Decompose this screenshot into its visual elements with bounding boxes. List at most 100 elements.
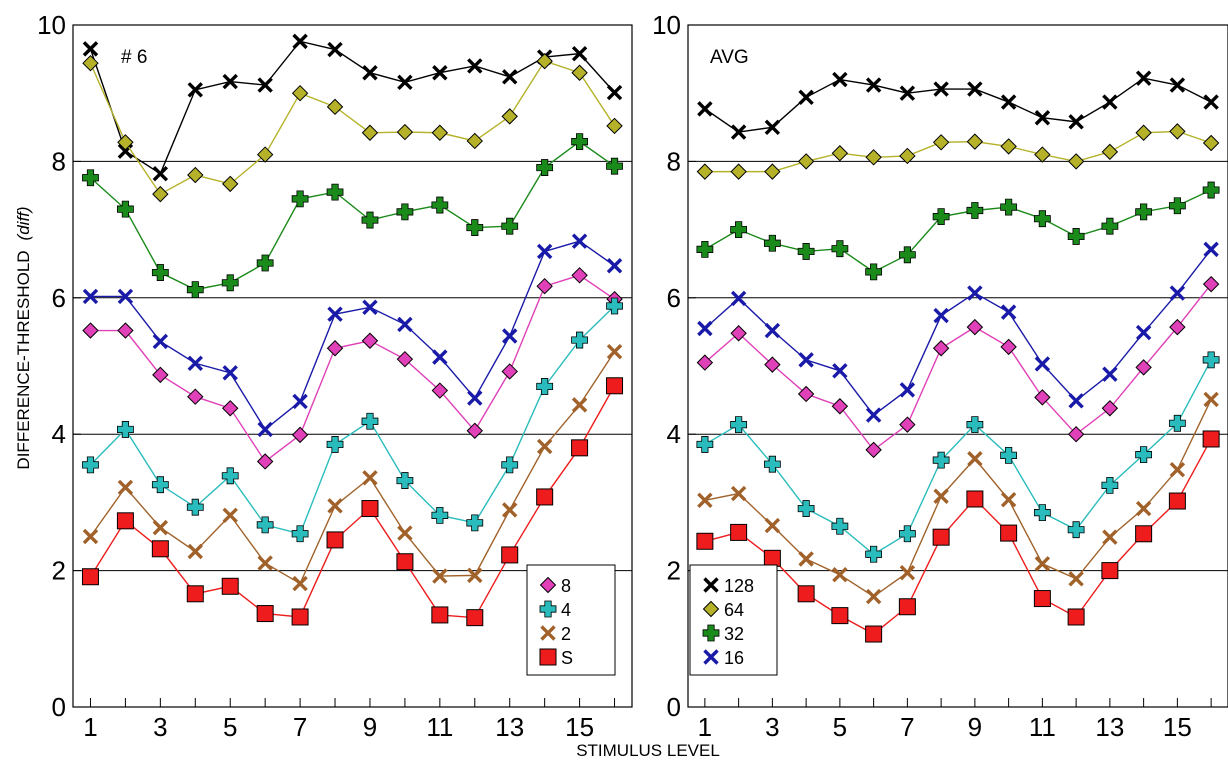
x-marker [363,301,376,314]
plus-marker [697,241,713,257]
x-marker [573,398,586,411]
data-point [1034,211,1050,227]
plus-marker [257,517,273,533]
x-tick-label: 1 [83,712,97,742]
x-marker [1137,72,1150,85]
diamond-marker [967,134,982,149]
plus-marker [1136,204,1152,220]
data-point [362,333,377,348]
data-point [1002,306,1015,319]
square-marker [731,524,747,540]
plus-marker [362,413,378,429]
series-32 [697,182,1219,280]
data-point [1205,96,1218,109]
data-point [152,541,168,557]
data-point [84,42,97,55]
data-point [292,191,308,207]
data-point [222,275,238,291]
data-point [363,66,376,79]
series-line [90,41,614,173]
diamond-marker [397,125,412,140]
data-point [798,586,814,602]
data-point [607,158,623,174]
legend-label: 128 [724,576,754,596]
y-tick-label: 8 [667,146,681,176]
data-point [1137,502,1150,515]
x-marker [608,86,621,99]
data-point [1070,572,1083,585]
data-point [1171,79,1184,92]
data-point [1002,493,1015,506]
x-marker [503,70,516,83]
x-marker [867,590,880,603]
legend-label: 8 [561,576,571,596]
plus-marker [1203,352,1219,368]
data-point [1169,198,1185,214]
data-point [1102,218,1118,234]
series-16 [698,243,1217,422]
x-marker [935,490,948,503]
x-marker [468,392,481,405]
legend-label: 32 [724,624,744,644]
x-marker [1205,96,1218,109]
x-marker [398,318,411,331]
data-point [867,590,880,603]
data-point [1068,228,1084,244]
plus-marker [467,220,483,236]
plus-marker [731,222,747,238]
data-point [607,378,623,394]
data-point [467,610,483,626]
diamond-marker [467,133,482,148]
data-point [502,218,518,234]
y-axis-label-text: DIFFERENCE-THRESHOLD [14,250,33,469]
x-tick-label: 11 [426,712,453,742]
diamond-marker [83,323,98,338]
data-point [187,586,203,602]
x-marker [1036,357,1049,370]
square-marker [1203,431,1219,447]
data-point [397,204,413,220]
data-point [293,86,308,101]
x-tick-label: 1 [698,712,712,742]
data-point [1070,394,1083,407]
data-point [731,164,746,179]
plus-marker [257,255,273,271]
data-point [327,184,343,200]
y-axis-label: DIFFERENCE-THRESHOLD(diff) [14,206,33,469]
data-point [117,513,133,529]
plus-marker [327,184,343,200]
plus-marker [502,218,518,234]
data-point [833,364,846,377]
data-point [537,279,552,294]
data-point [502,547,518,563]
data-point [1203,182,1219,198]
data-point [1205,243,1218,256]
x-marker [294,577,307,590]
diamond-marker [362,125,377,140]
data-point [294,395,307,408]
x-marker [1070,572,1083,585]
legend: 8 4 2 S [527,565,615,675]
x-marker [154,335,167,348]
square-marker [967,491,983,507]
data-point [800,91,813,104]
x-marker [329,308,342,321]
diamond-marker [537,279,552,294]
plus-marker [1034,211,1050,227]
data-point [698,322,711,335]
diamond-marker [502,364,517,379]
x-tick-label: 3 [153,712,167,742]
square-marker [1169,493,1185,509]
data-point [83,56,98,71]
x-marker [224,509,237,522]
series-line [90,61,614,194]
data-point [189,357,202,370]
diamond-marker [188,168,203,183]
data-point [503,503,516,516]
plus-marker [798,501,814,517]
plus-marker [866,546,882,562]
data-point [832,608,848,624]
x-marker [698,494,711,507]
data-point [433,351,446,364]
x-marker [84,530,97,543]
